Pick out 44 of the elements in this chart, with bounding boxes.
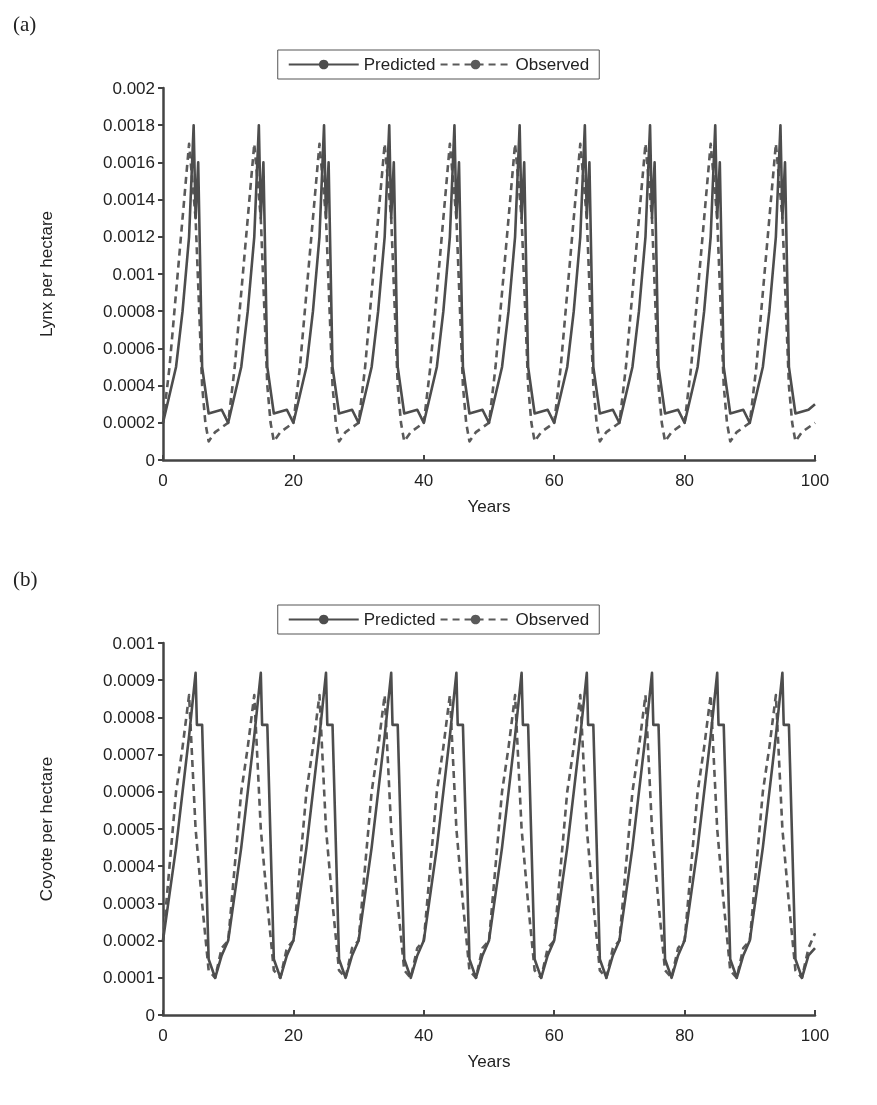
x-tick-label: 60 <box>544 1026 564 1045</box>
y-tick-label: 0.0008 <box>103 301 155 321</box>
y-tick-label: 0.001 <box>112 633 155 653</box>
y-tick-label: 0.0008 <box>103 707 155 727</box>
y-tick-label: 0.002 <box>112 78 155 98</box>
x-tick-label: 100 <box>800 471 830 490</box>
legend-label: Predicted <box>363 55 436 74</box>
y-tick-label: 0 <box>145 450 155 470</box>
y-tick-label: 0.0002 <box>103 413 155 433</box>
y-tick-label: 0.0018 <box>103 115 155 135</box>
x-tick-label: 20 <box>283 471 303 490</box>
legend-label: Observed <box>515 610 590 629</box>
chart-title: (b) <box>13 566 38 591</box>
chart-title: (a) <box>13 11 37 36</box>
y-axis-title: Coyote per hectare <box>37 756 56 902</box>
x-tick-label: 40 <box>414 1026 434 1045</box>
y-tick-label: 0.0014 <box>103 190 155 210</box>
x-tick-label: 40 <box>414 471 434 490</box>
x-tick-label: 100 <box>800 1026 830 1045</box>
legend-label: Observed <box>515 55 590 74</box>
x-tick-label: 0 <box>158 471 168 490</box>
x-axis-title: Years <box>467 1052 511 1071</box>
x-tick-label: 20 <box>283 1026 303 1045</box>
y-tick-label: 0.0006 <box>103 338 155 358</box>
y-tick-label: 0.0007 <box>103 745 155 765</box>
x-tick-label: 80 <box>675 471 695 490</box>
x-tick-label: 60 <box>544 471 564 490</box>
y-tick-label: 0.0003 <box>103 893 155 913</box>
y-tick-label: 0.0006 <box>103 782 155 802</box>
y-tick-label: 0.0001 <box>103 968 155 988</box>
y-tick-label: 0.0005 <box>103 819 155 839</box>
x-axis-title: Years <box>467 497 511 516</box>
y-tick-label: 0.0004 <box>103 856 155 876</box>
y-tick-label: 0.0004 <box>103 376 155 396</box>
x-tick-label: 80 <box>675 1026 695 1045</box>
y-axis-title: Lynx per hectare <box>37 211 56 337</box>
y-tick-label: 0.0002 <box>103 931 155 951</box>
y-tick-label: 0.001 <box>112 264 155 284</box>
y-tick-label: 0 <box>145 1005 155 1025</box>
y-tick-label: 0.0016 <box>103 152 155 172</box>
y-tick-label: 0.0009 <box>103 670 155 690</box>
legend-label: Predicted <box>363 610 436 629</box>
y-tick-label: 0.0012 <box>103 227 155 247</box>
x-tick-label: 0 <box>158 1026 168 1045</box>
